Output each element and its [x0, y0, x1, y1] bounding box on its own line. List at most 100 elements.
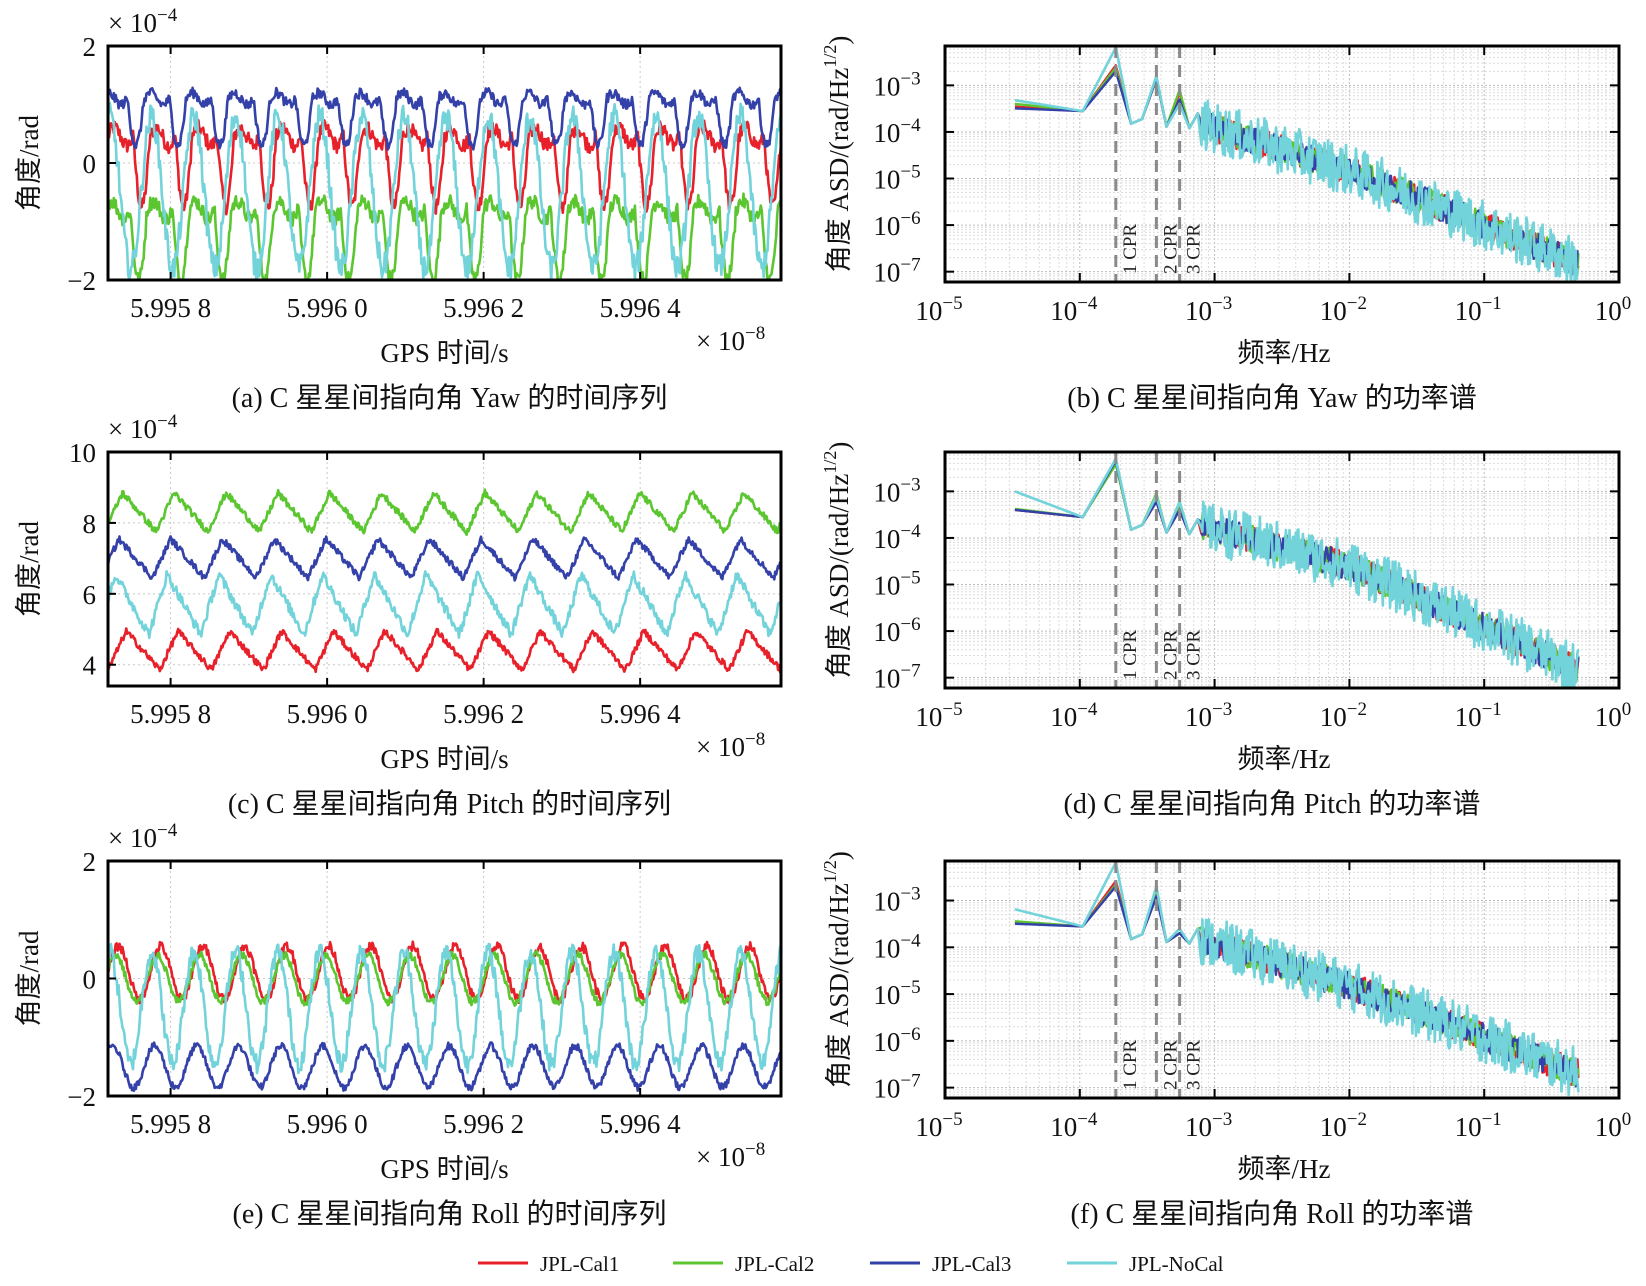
y-tick-label: 10−4 [873, 521, 921, 554]
x-tick-label: 10−4 [1050, 699, 1098, 732]
y-tick-label: 10−6 [873, 1024, 920, 1057]
x-tick-label-base: 10 [1595, 702, 1622, 732]
x-multiplier: × 10−8 [696, 729, 765, 762]
x-tick-label-exponent: −1 [1482, 699, 1502, 720]
y-tick-label: 10−6 [873, 614, 920, 647]
x-multiplier-base: × 10 [696, 1142, 745, 1172]
x-tick-label: 5.995 8 [130, 699, 211, 729]
cpr-label: 3 CPR [1184, 224, 1205, 274]
x-tick-label-base: 10 [1050, 702, 1077, 732]
y-axis-label-close: ) [824, 36, 854, 45]
y-tick-label-base: 10 [873, 524, 900, 554]
x-tick-label: 10−4 [1050, 1109, 1098, 1142]
x-tick-label-exponent: 0 [1622, 1109, 1632, 1130]
y-tick-label: 10−3 [873, 474, 920, 507]
x-multiplier: × 10−8 [696, 323, 765, 356]
y-tick-label: 2 [83, 847, 97, 877]
series-line-jpl-nocal [108, 101, 781, 280]
panel-caption: (e) C 星星间指向角 Roll 的时间序列 [233, 1198, 667, 1230]
y-multiplier-exponent: −4 [157, 5, 178, 26]
y-multiplier-exponent: −4 [157, 820, 178, 841]
legend-item: JPL-NoCal [1067, 1252, 1224, 1276]
x-axis-label: GPS 时间/s [380, 338, 508, 368]
x-tick-label-exponent: −1 [1482, 293, 1502, 314]
y-tick-label-base: 10 [873, 571, 900, 601]
x-tick-label-exponent: −3 [1212, 699, 1232, 720]
y-tick-label-exponent: −6 [900, 614, 920, 635]
x-tick-label: 5.996 0 [287, 699, 368, 729]
x-axis-label: 频率/Hz [1238, 338, 1331, 368]
y-axis-label-main: 角度 ASD/(rad/Hz [824, 883, 854, 1088]
y-tick-label-base: 10 [873, 477, 900, 507]
x-tick-label-base: 10 [1050, 1112, 1077, 1142]
x-tick-label: 100 [1595, 1109, 1632, 1142]
x-tick-label: 100 [1595, 293, 1632, 326]
y-tick-label-base: 10 [873, 118, 900, 148]
x-axis-label: 频率/Hz [1238, 744, 1331, 774]
series-line-jpl-nocal [108, 942, 781, 1075]
y-tick-label-exponent: −6 [900, 208, 920, 229]
panel-caption: (f) C 星星间指向角 Roll 的功率谱 [1071, 1198, 1474, 1230]
x-tick-label: 5.996 4 [600, 293, 682, 323]
plot-frame [943, 450, 1621, 690]
x-tick-label-exponent: −5 [942, 699, 962, 720]
legend: JPL-Cal1 JPL-Cal2 JPL-Cal3 JPL-NoCal [478, 1252, 1224, 1276]
y-tick-label-base: 10 [873, 933, 900, 963]
y-tick-label-exponent: −4 [900, 521, 921, 542]
y-tick-label-exponent: −7 [900, 255, 920, 276]
y-tick-label-exponent: −4 [900, 930, 921, 951]
y-tick-label-exponent: −7 [900, 1071, 920, 1092]
cpr-label: 1 CPR [1120, 1040, 1141, 1090]
panel-caption: (d) C 星星间指向角 Pitch 的功率谱 [1064, 788, 1481, 820]
x-multiplier-exponent: −8 [745, 729, 765, 750]
x-tick-label: 10−1 [1455, 293, 1502, 326]
series-line-jpl-nocal [108, 570, 781, 640]
plot-frame [106, 450, 783, 688]
y-tick-label-base: 10 [873, 980, 900, 1010]
x-tick-label-base: 10 [1050, 296, 1077, 326]
x-multiplier-exponent: −8 [745, 323, 765, 344]
cpr-label: 1 CPR [1120, 224, 1141, 274]
y-tick-label-base: 10 [873, 1074, 900, 1104]
x-axis-label: GPS 时间/s [380, 744, 508, 774]
y-tick-label-base: 10 [873, 664, 900, 694]
x-multiplier-exponent: −8 [745, 1139, 765, 1160]
y-tick-label-base: 10 [873, 165, 900, 195]
series-line-jpl-nocal [1014, 861, 1580, 1097]
x-axis-label: 频率/Hz [1238, 1154, 1331, 1184]
legend-item: JPL-Cal3 [870, 1252, 1011, 1276]
y-tick-label: 10−3 [873, 68, 920, 101]
x-tick-label-exponent: −4 [1077, 1109, 1098, 1130]
y-axis-label-exponent: 1/2 [820, 860, 840, 883]
y-tick-label: 10 [69, 438, 96, 468]
y-axis-label-close: ) [824, 851, 854, 860]
x-tick-label-base: 10 [1455, 1112, 1482, 1142]
x-tick-label: 10−3 [1185, 1109, 1232, 1142]
x-tick-label-base: 10 [1595, 296, 1622, 326]
y-tick-label-base: 10 [873, 887, 900, 917]
y-tick-label-base: 10 [873, 617, 900, 647]
series-line-jpl-nocal [1014, 457, 1580, 688]
x-tick-label-exponent: −5 [942, 293, 962, 314]
x-tick-label-base: 10 [1320, 702, 1347, 732]
x-tick-label-base: 10 [1455, 702, 1482, 732]
plot-frame [943, 859, 1621, 1100]
y-multiplier: × 10−4 [108, 820, 178, 853]
y-axis-label: 角度/rad [14, 930, 44, 1026]
panel-caption: (c) C 星星间指向角 Pitch 的时间序列 [228, 788, 671, 820]
x-tick-label-exponent: −3 [1212, 293, 1232, 314]
cpr-label: 3 CPR [1184, 630, 1205, 680]
y-tick-label-base: 10 [873, 211, 900, 241]
x-tick-label: 10−1 [1455, 699, 1502, 732]
y-axis-label-exponent: 1/2 [820, 451, 840, 474]
series-line-jpl-cal3 [108, 1041, 781, 1092]
y-tick-label: 2 [83, 32, 97, 62]
y-tick-label-base: 10 [873, 258, 900, 288]
x-tick-label: 10−2 [1320, 293, 1367, 326]
y-tick-label: 8 [83, 509, 97, 539]
